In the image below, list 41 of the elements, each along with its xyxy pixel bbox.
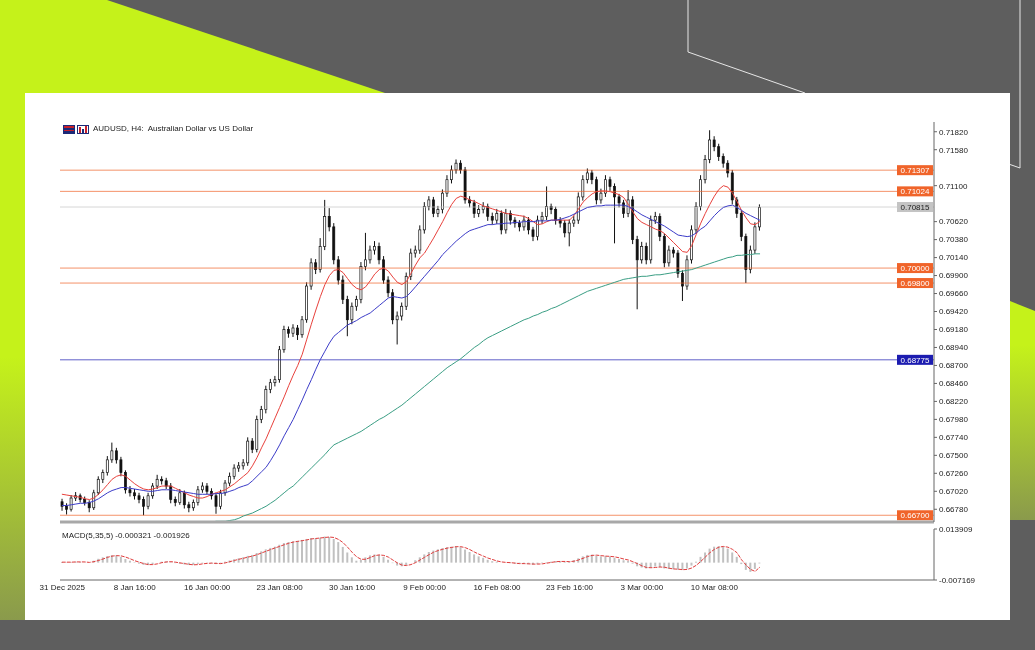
ref-line-label: 0.71024	[900, 187, 931, 197]
ref-line-label: 0.68775	[900, 355, 931, 365]
ref-line-label: 0.70815	[900, 203, 931, 213]
y-tick-label: 0.67740	[939, 433, 969, 443]
y-tick-label: 0.69420	[939, 307, 969, 317]
y-tick-label: -0.007169	[939, 575, 976, 585]
chart-title: MACD(5,35,5) -0.000321 -0.001926	[62, 531, 190, 541]
y-tick-label: 0.67260	[939, 469, 969, 479]
y-tick-label: 0.66780	[939, 505, 969, 515]
x-tick-label: 8 Jan 16:00	[113, 582, 157, 592]
ref-line-label: 0.69800	[900, 279, 931, 289]
y-tick-label: 0.013909	[939, 524, 973, 534]
y-tick-label: 0.67500	[939, 451, 969, 461]
y-tick-label: 0.67020	[939, 487, 969, 497]
y-tick-label: 0.69660	[939, 289, 969, 299]
chart-title: AUDUSD, H4: Australian Dollar vs US Dollar	[93, 124, 254, 134]
x-tick-label: 9 Feb 00:00	[403, 582, 447, 592]
x-tick-label: 3 Mar 00:00	[620, 582, 664, 592]
x-tick-label: 31 Dec 2025	[39, 582, 86, 592]
x-tick-label: 16 Jan 00:00	[184, 582, 231, 592]
x-tick-label: 23 Jan 08:00	[256, 582, 304, 592]
y-tick-label: 0.68940	[939, 343, 969, 353]
y-tick-label: 0.70140	[939, 253, 969, 263]
y-tick-label: 0.68220	[939, 397, 969, 407]
ref-line-label: 0.70000	[900, 264, 931, 274]
x-tick-label: 23 Feb 16:00	[545, 582, 594, 592]
y-tick-label: 0.68460	[939, 379, 969, 389]
y-tick-label: 0.71100	[939, 181, 968, 191]
y-tick-label: 0.68700	[939, 361, 969, 371]
x-tick-label: 10 Mar 08:00	[690, 582, 739, 592]
y-tick-label: 0.70620	[939, 217, 969, 227]
x-tick-label: 30 Jan 16:00	[328, 582, 376, 592]
y-tick-label: 0.70380	[939, 235, 969, 245]
y-tick-label: 0.69180	[939, 325, 969, 335]
y-tick-label: 0.71820	[939, 127, 969, 137]
y-tick-label: 0.67980	[939, 415, 969, 425]
x-tick-label: 16 Feb 08:00	[473, 582, 522, 592]
ref-line-label: 0.66700	[900, 511, 931, 521]
ref-line-label: 0.71307	[900, 166, 931, 176]
y-tick-label: 0.69900	[939, 271, 969, 281]
y-tick-label: 0.71580	[939, 145, 969, 155]
